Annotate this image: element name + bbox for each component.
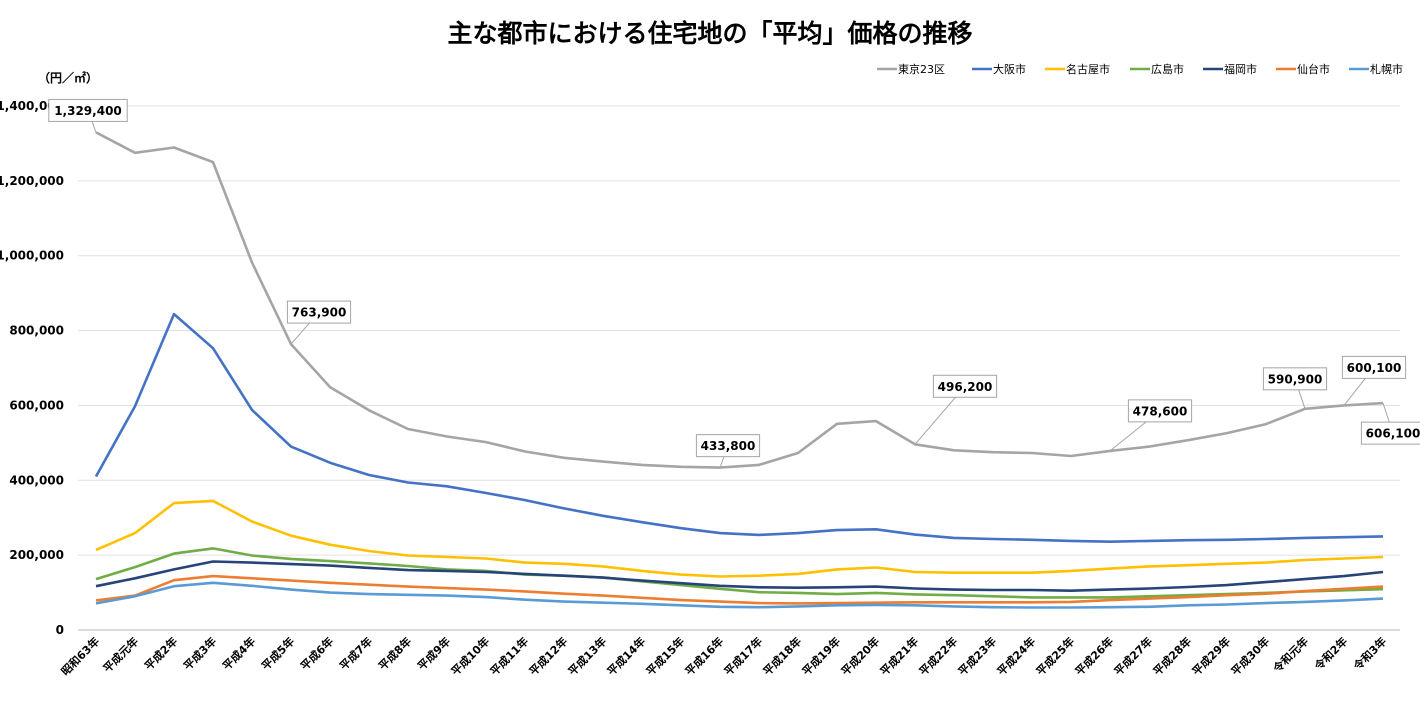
legend-label: 大阪市 [993,62,1026,76]
series-line-大阪市 [94,312,1384,544]
y-tick-label: 800,000 [9,324,64,338]
x-tick-label: 平成28年 [1150,634,1194,678]
x-tick-label: 平成23年 [955,634,999,678]
series-line-東京23区 [95,131,1384,469]
legend-item: 札幌市 [1349,62,1403,76]
x-tick-label: 平成29年 [1189,634,1233,678]
callout-box [48,98,128,122]
x-tick-label: 平成20年 [838,634,882,678]
callout-box [1127,399,1193,423]
data-label-text: 496,200 [938,380,993,394]
x-tick-label: 平成12年 [526,634,570,678]
data-label: 606,100 [1360,402,1420,445]
x-tick-label: 平成11年 [487,634,531,678]
data-label: 590,900 [1262,367,1328,409]
x-tick-label: 平成18年 [760,634,804,678]
legend-item: 広島市 [1130,62,1184,76]
x-tick-label: 平成14年 [604,634,648,678]
callout-box [695,434,761,458]
legend-label: 仙台市 [1297,62,1330,76]
x-tick-label: 平成2年 [141,634,180,673]
callout-box [286,300,352,324]
x-tick-label: 令和元年 [1269,634,1311,676]
y-tick-label: 1,200,000 [0,174,64,188]
callout-box [1341,355,1407,379]
y-tick-label: 200,000 [9,548,64,562]
y-tick-label: 0 [56,623,64,637]
legend-label: 福岡市 [1224,62,1257,76]
legend-item: 福岡市 [1203,62,1257,76]
x-tick-label: 平成27年 [1111,634,1155,678]
x-tick-label: 平成10年 [448,634,492,678]
x-tick-label: 平成13年 [565,634,609,678]
x-tick-label: 昭和63年 [58,634,102,678]
callout-box [932,374,998,398]
x-tick-label: 平成4年 [219,634,258,673]
legend-label: 東京23区 [898,62,945,76]
data-label: 496,200 [914,374,998,445]
x-tick-label: 平成9年 [414,634,453,673]
x-tick-label: 平成元年 [100,634,141,675]
legend-item: 大阪市 [972,62,1026,76]
x-tick-label: 平成22年 [916,634,960,678]
x-tick-label: 平成8年 [375,634,414,673]
series-line-札幌市 [95,581,1384,609]
y-tick-label: 1,000,000 [0,249,64,263]
data-label-text: 433,800 [701,439,756,453]
y-tick-label: 1,400,000 [0,99,64,113]
legend-item: 仙台市 [1276,62,1330,76]
x-tick-label: 平成19年 [799,634,843,678]
x-tick-label: 平成5年 [258,634,297,673]
data-label-text: 478,600 [1133,404,1188,418]
x-tick-label: 平成15年 [643,634,687,678]
data-label-text: 600,100 [1347,361,1402,375]
data-label: 478,600 [1109,399,1193,452]
legend-label: 広島市 [1151,62,1184,76]
series-line-福岡市 [95,560,1384,593]
callout-box [1360,421,1420,445]
data-label: 1,329,400 [48,98,128,133]
series-line-名古屋市 [95,499,1384,578]
data-label-text: 1,329,400 [54,104,122,118]
y-tick-label: 600,000 [9,398,64,412]
x-tick-label: 平成7年 [336,634,375,673]
x-tick-label: 平成3年 [180,634,219,673]
data-label: 763,900 [286,300,352,345]
x-tick-label: 令和3年 [1350,634,1389,673]
data-label-text: 763,900 [292,306,347,320]
x-tick-label: 平成17年 [721,634,765,678]
y-axis-label: （円／㎡） [38,70,98,85]
series-line-仙台市 [95,574,1384,605]
legend-label: 札幌市 [1370,62,1403,76]
chart-title: 主な都市における住宅地の「平均」価格の推移 [447,19,972,48]
x-tick-label: 令和2年 [1311,634,1350,673]
x-tick-label: 平成30年 [1228,634,1272,678]
legend-item: 東京23区 [877,62,945,76]
legend-label: 名古屋市 [1066,62,1110,76]
x-tick-label: 平成21年 [877,634,921,678]
x-tick-label: 平成25年 [1033,634,1077,678]
data-label-text: 606,100 [1366,427,1420,441]
x-tick-label: 平成6年 [297,634,336,673]
series-line-広島市 [95,547,1384,599]
x-tick-label: 平成24年 [994,634,1038,678]
x-tick-label: 平成16年 [682,634,726,678]
callout-box [1262,367,1328,391]
legend-item: 名古屋市 [1045,62,1110,76]
data-label: 600,100 [1341,355,1407,406]
data-label-text: 590,900 [1268,372,1323,386]
y-tick-label: 400,000 [9,473,64,487]
data-label: 433,800 [695,434,761,468]
x-tick-label: 平成26年 [1072,634,1116,678]
